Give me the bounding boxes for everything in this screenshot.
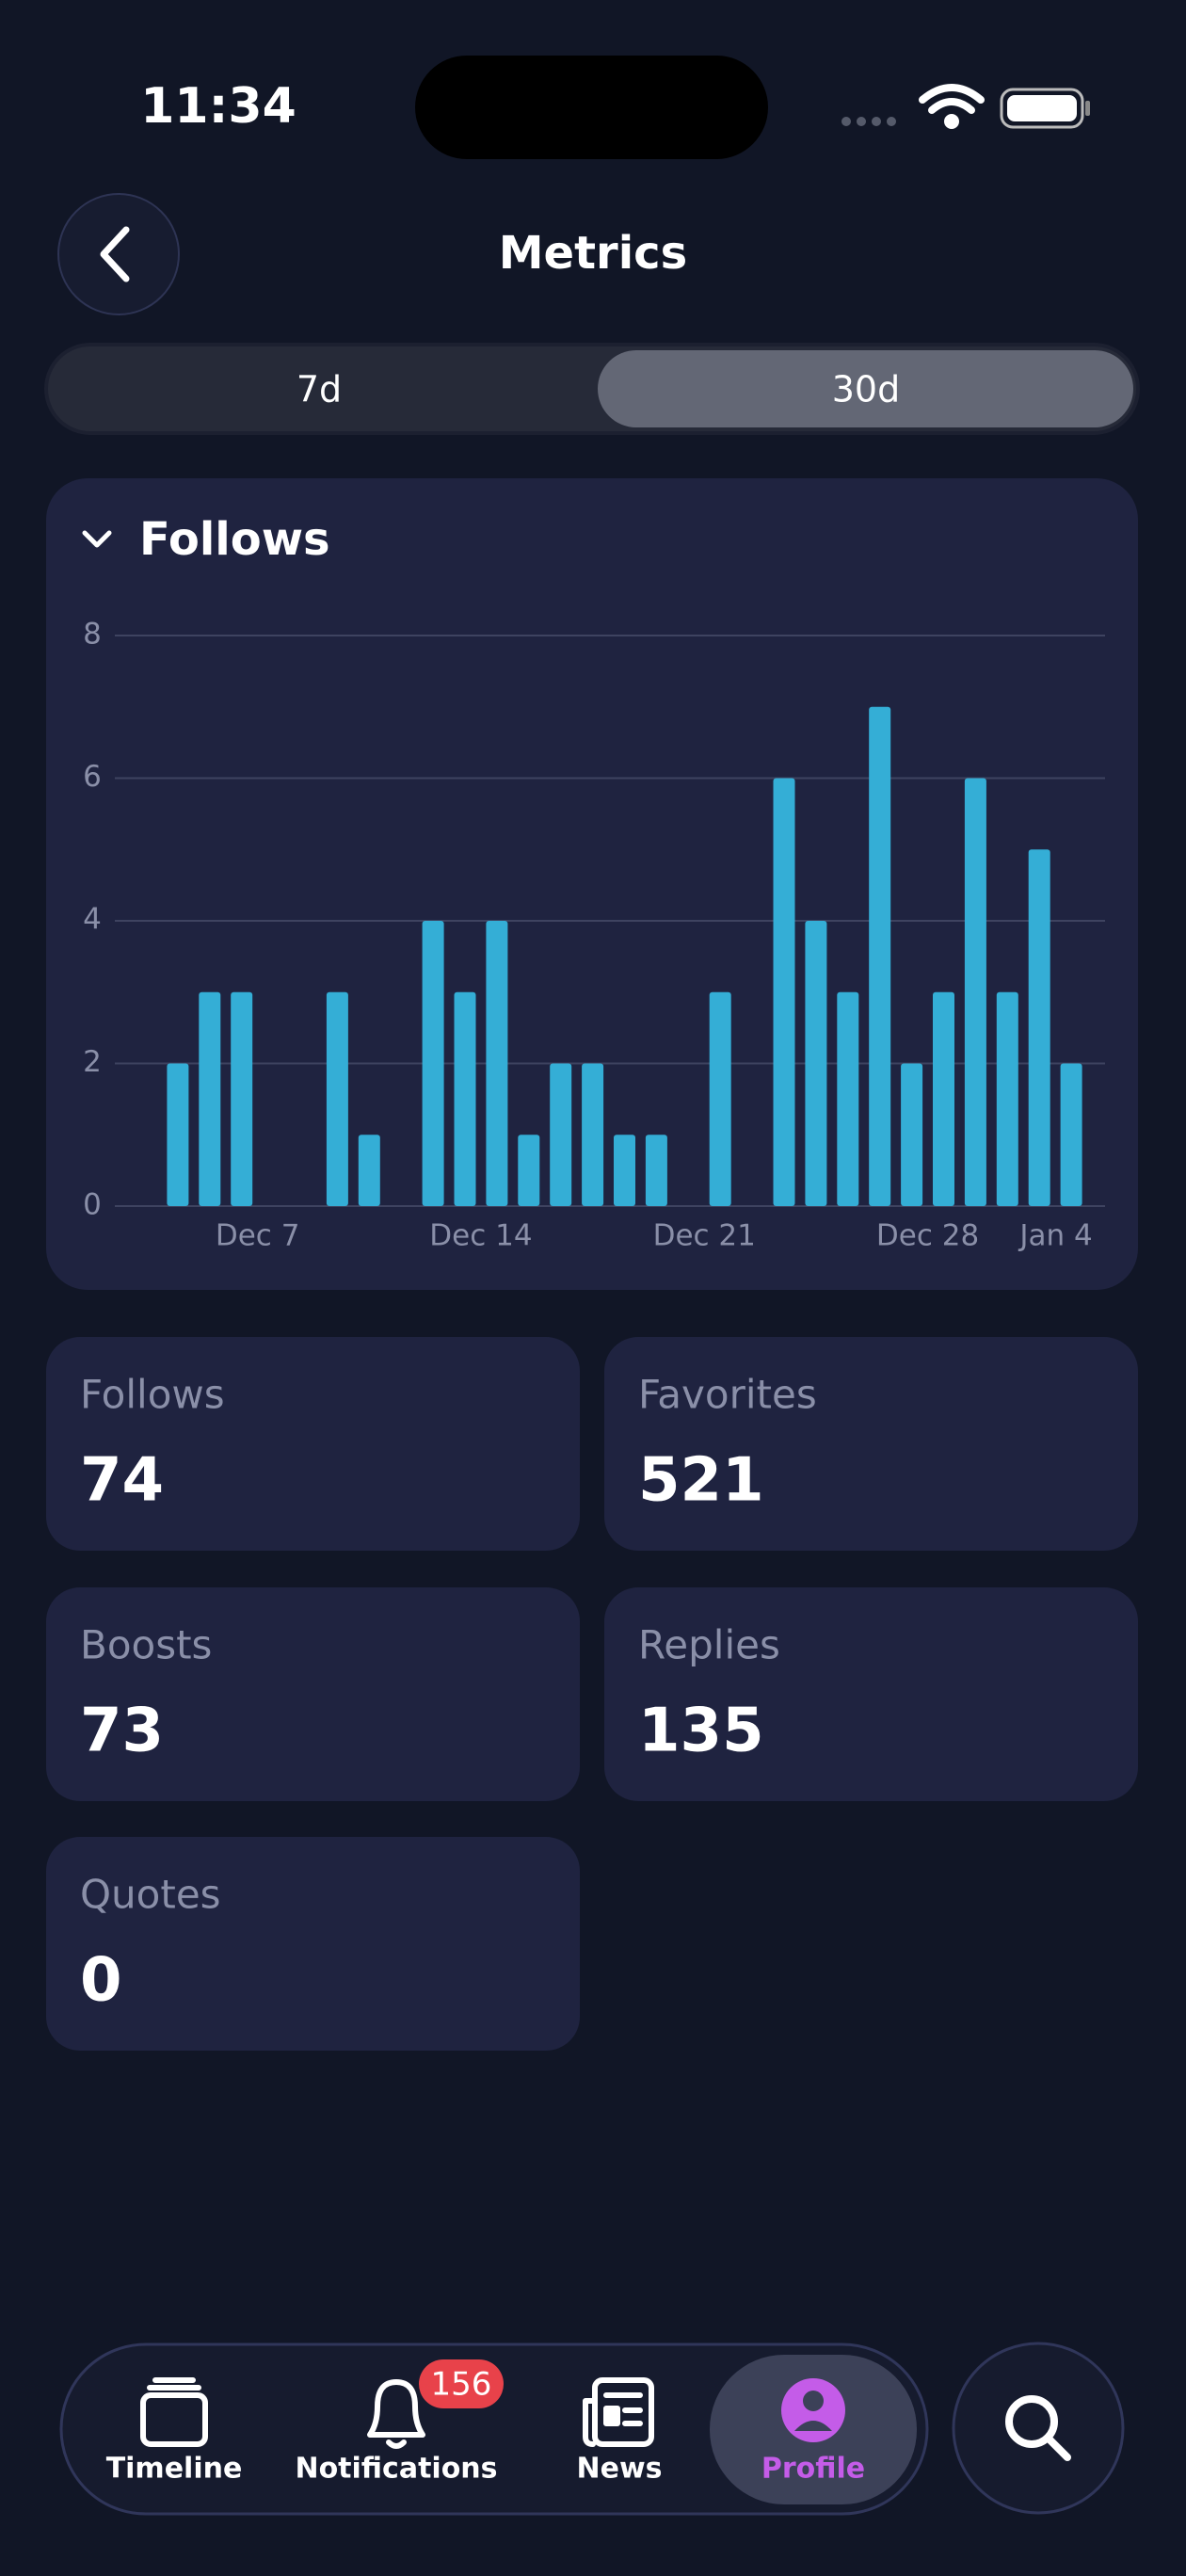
y-tick-label: 0 (83, 1188, 102, 1222)
bar (996, 991, 1018, 1206)
y-tick-label: 6 (83, 760, 102, 794)
back-button[interactable] (57, 193, 180, 315)
y-tick-label: 2 (83, 1045, 102, 1079)
bar (518, 1135, 540, 1206)
stat-value: 73 (80, 1697, 164, 1766)
stat-card (604, 1587, 1138, 1801)
tab-label: Timeline (106, 2453, 243, 2486)
chart-card (46, 478, 1138, 1290)
chart-title: Follows (139, 513, 330, 566)
x-tick-label: Dec 14 (429, 1219, 532, 1253)
dynamic-island (415, 56, 768, 159)
battery-icon (1000, 88, 1090, 129)
status-time: 11:34 (140, 78, 296, 135)
segment-label: 7d (296, 369, 342, 411)
bar (550, 1063, 572, 1206)
x-tick-label: Dec 21 (653, 1219, 756, 1253)
stat-value: 0 (80, 1946, 122, 2016)
x-tick-label: Dec 28 (876, 1219, 979, 1253)
badge-count: 156 (431, 2366, 492, 2404)
search-button[interactable] (952, 2342, 1125, 2515)
bar (486, 921, 508, 1206)
tab-label: Profile (761, 2453, 865, 2486)
collapse-chevron[interactable] (82, 530, 112, 548)
stat-card (46, 1587, 580, 1801)
tab-label: Notifications (295, 2453, 497, 2486)
tab-icon (781, 2378, 845, 2442)
bar (837, 991, 859, 1206)
stat-label: Favorites (638, 1372, 817, 1418)
tab-bar (59, 2343, 929, 2516)
bar (964, 778, 986, 1206)
stat-card (604, 1337, 1138, 1551)
stat-value: 521 (638, 1446, 764, 1516)
stat-label: Quotes (80, 1872, 221, 1918)
bar (869, 706, 891, 1206)
stat-value: 74 (80, 1446, 164, 1516)
stat-card (46, 1337, 580, 1551)
bar (1060, 1063, 1082, 1206)
stat-label: Follows (80, 1372, 225, 1418)
bar (805, 921, 827, 1206)
segment-highlight (598, 350, 1133, 427)
segment-label: 30d (832, 369, 900, 411)
x-tick-label: Jan 4 (1018, 1219, 1092, 1253)
stat-value: 135 (638, 1697, 764, 1766)
bar (933, 991, 954, 1206)
bar (709, 991, 731, 1206)
bar (645, 1135, 667, 1206)
y-tick-label: 8 (83, 618, 102, 652)
page-title: Metrics (499, 227, 687, 280)
x-tick-label: Dec 7 (216, 1219, 300, 1253)
stat-label: Replies (638, 1622, 780, 1668)
bar (901, 1063, 923, 1206)
bar (614, 1135, 635, 1206)
stat-label: Boosts (80, 1622, 212, 1668)
bar (454, 991, 476, 1206)
bar (773, 778, 795, 1206)
search-icon (1005, 2395, 1071, 2461)
wifi-icon (919, 84, 985, 129)
tab-icon (140, 2377, 208, 2447)
bar (582, 1063, 604, 1206)
tab-icon (583, 2377, 654, 2447)
bar (326, 991, 348, 1206)
tab-label: News (576, 2453, 662, 2486)
badge (419, 2359, 504, 2408)
bar (199, 991, 221, 1206)
back-chevron (100, 226, 130, 282)
tab-icon (367, 2379, 425, 2449)
signal-dots (841, 117, 896, 126)
bar (1028, 849, 1050, 1206)
bar (358, 1135, 380, 1206)
bar (422, 921, 444, 1206)
bar (231, 991, 253, 1206)
y-tick-label: 4 (83, 903, 102, 937)
stat-card (46, 1837, 580, 2051)
bar (167, 1063, 189, 1206)
